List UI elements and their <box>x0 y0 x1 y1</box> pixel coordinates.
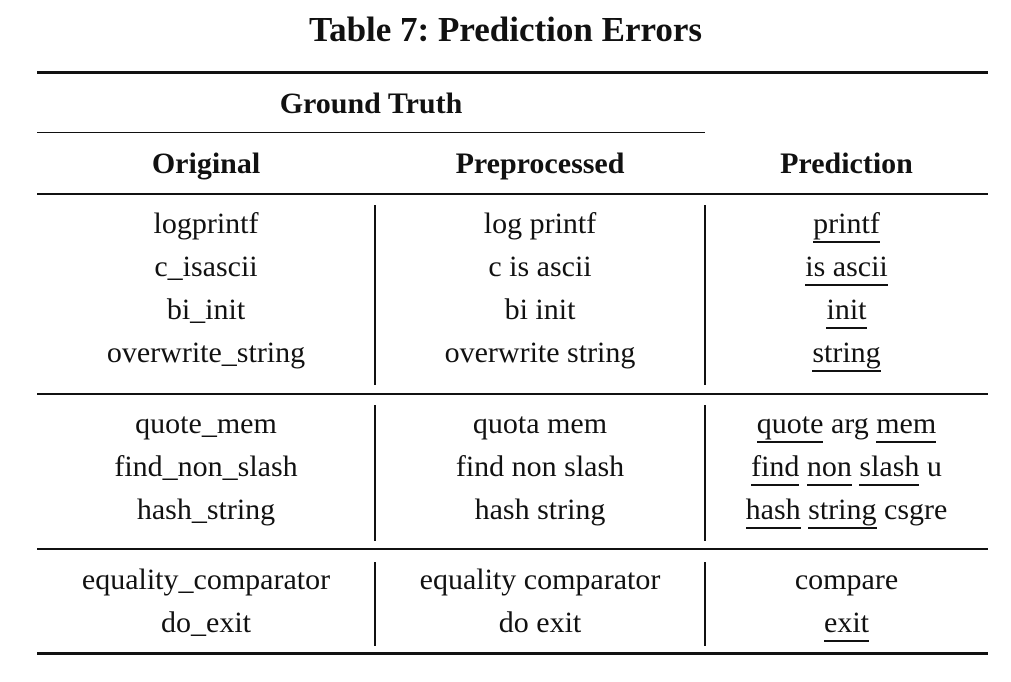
group-1-original-column: logprintf c_isascii bi_init overwrite_strin… <box>37 202 375 374</box>
group-separator-rule <box>37 548 988 550</box>
underlined-token: quote <box>756 407 824 443</box>
plain-token: u <box>926 450 942 483</box>
preprocessed-cell: bi init <box>504 293 576 326</box>
original-cell: quote_mem <box>135 407 277 440</box>
prediction-cell: init <box>705 288 988 331</box>
group-3-prediction-column: compare exit <box>705 558 988 644</box>
table-caption: Table 7: Prediction Errors <box>308 10 703 49</box>
plain-token: csgre <box>884 493 948 526</box>
preprocessed-cell: quota mem <box>472 407 608 440</box>
underlined-token: hash <box>745 493 801 529</box>
group-2-original-column: quote_mem find_non_slash hash_string <box>37 402 375 531</box>
preprocessed-cell: hash string <box>474 493 606 526</box>
original-cell: do_exit <box>161 606 251 639</box>
header-preprocessed: Preprocessed <box>455 147 625 180</box>
bottom-rule <box>37 652 988 655</box>
underlined-token: init <box>826 293 867 329</box>
original-cell: find_non_slash <box>114 450 298 483</box>
prediction-cell: hash string csgre <box>705 488 988 531</box>
underlined-token: non <box>806 450 852 486</box>
underlined-token: find <box>751 450 800 486</box>
preprocessed-cell: overwrite string <box>444 336 636 369</box>
header-original: Original <box>151 147 261 180</box>
original-cell: hash_string <box>136 493 276 526</box>
group-3-preprocessed-column: equality comparator do exit <box>375 558 705 644</box>
original-cell: equality_comparator <box>81 563 331 596</box>
original-cell: bi_init <box>166 293 246 326</box>
prediction-cell: find non slash u <box>705 445 988 488</box>
prediction-cell: exit <box>705 601 988 644</box>
header-prediction: Prediction <box>780 147 913 180</box>
prediction-cell: quote arg mem <box>705 402 988 445</box>
preprocessed-cell: log printf <box>483 207 597 240</box>
original-cell: logprintf <box>153 207 259 240</box>
original-cell: c_isascii <box>154 250 258 283</box>
ground-truth-rule <box>37 132 705 133</box>
preprocessed-cell: c is ascii <box>488 250 592 283</box>
header-ground-truth: Ground Truth <box>279 87 463 120</box>
group-3-original-column: equality_comparator do_exit <box>37 558 375 644</box>
preprocessed-cell: do exit <box>498 606 582 639</box>
underlined-token: string <box>812 336 881 372</box>
group-1-prediction-column: printf is ascii init string <box>705 202 988 374</box>
prediction-cell: is ascii <box>705 245 988 288</box>
original-cell: overwrite_string <box>106 336 306 369</box>
underlined-token: printf <box>813 207 880 243</box>
column-divider <box>704 405 706 541</box>
group-2-prediction-column: quote arg mem find non slash u hash string… <box>705 402 988 531</box>
column-divider <box>374 405 376 541</box>
prediction-cell: string <box>705 331 988 374</box>
group-2-preprocessed-column: quota mem find non slash hash string <box>375 402 705 531</box>
plain-token: compare <box>794 563 899 596</box>
preprocessed-cell: equality comparator <box>419 563 661 596</box>
prediction-cell: printf <box>705 202 988 245</box>
column-divider <box>704 205 706 385</box>
group-separator-rule <box>37 393 988 395</box>
underlined-token: string <box>808 493 877 529</box>
underlined-token: is ascii <box>805 250 888 286</box>
column-divider <box>374 205 376 385</box>
underlined-token: slash <box>859 450 920 486</box>
prediction-cell: compare <box>705 558 988 601</box>
column-divider <box>704 562 706 646</box>
plain-token: arg <box>830 407 869 440</box>
preprocessed-cell: find non slash <box>455 450 625 483</box>
underlined-token: mem <box>876 407 937 443</box>
group-1-preprocessed-column: log printf c is ascii bi init overwrite str… <box>375 202 705 374</box>
column-divider <box>374 562 376 646</box>
header-rule <box>37 193 988 195</box>
underlined-token: exit <box>824 606 869 642</box>
top-rule <box>37 71 988 74</box>
